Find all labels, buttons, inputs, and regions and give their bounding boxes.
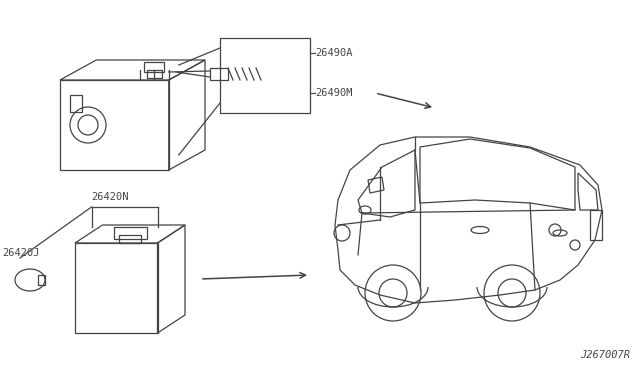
Text: 26490A: 26490A	[315, 48, 353, 58]
Text: 26420N: 26420N	[92, 192, 129, 202]
Text: 26490M: 26490M	[315, 88, 353, 98]
Text: 26420J: 26420J	[2, 248, 40, 258]
Text: J267007R: J267007R	[580, 350, 630, 360]
